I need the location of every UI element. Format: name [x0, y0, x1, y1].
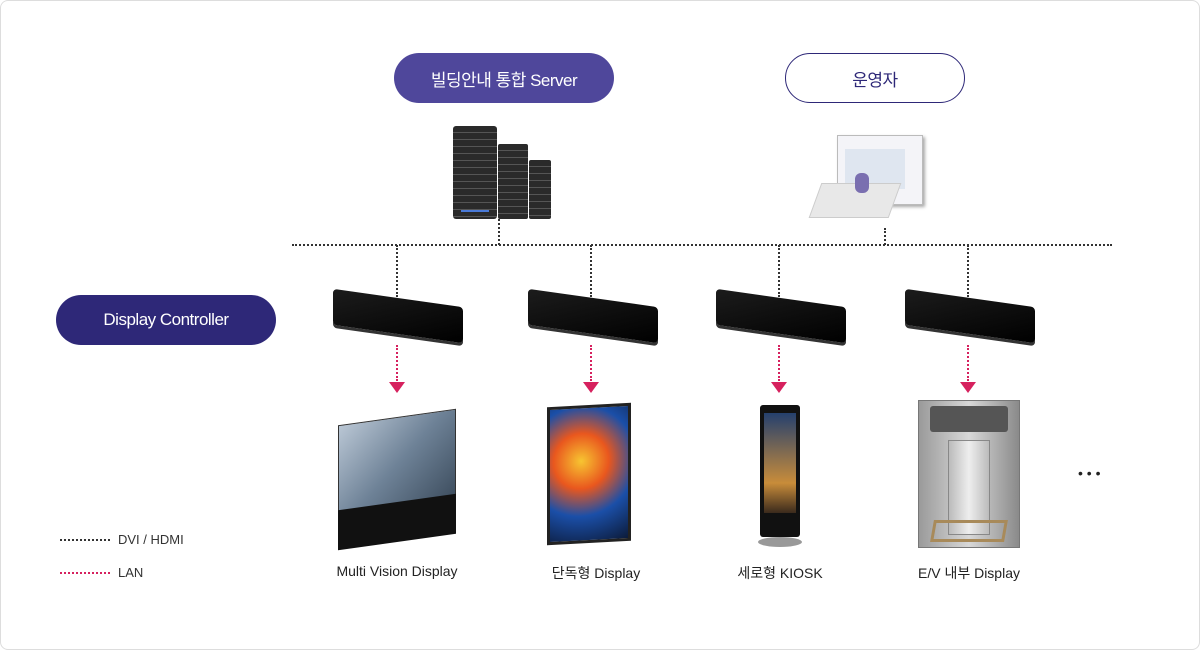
controller-connector-line: [778, 245, 780, 297]
server-rack-icon: [453, 126, 553, 221]
dotted-line-swatch: [60, 538, 110, 541]
operator-pill: 운영자: [785, 53, 965, 103]
arrow-down-icon: [583, 382, 599, 393]
lan-line: [396, 345, 398, 381]
controller-connector-line: [967, 245, 969, 297]
legend-lan: LAN: [60, 565, 143, 580]
controller-device-icon: [905, 288, 1035, 350]
lan-line: [967, 345, 969, 381]
display-controller-pill: Display Controller: [56, 295, 276, 345]
display-label: Multi Vision Display: [336, 563, 458, 579]
multi-vision-display-image: [333, 402, 461, 551]
display-label: 단독형 Display: [551, 565, 641, 581]
lan-line: [778, 345, 780, 381]
controller-connector-line: [590, 245, 592, 297]
controller-device-icon: [333, 288, 463, 350]
elevator-display-image: [918, 400, 1020, 550]
dvi-hdmi-bus-line: [292, 244, 1112, 246]
controller-connector-line: [396, 245, 398, 297]
legend-label: LAN: [118, 565, 144, 580]
operator-connector-line: [884, 228, 886, 245]
controller-device-icon: [528, 288, 658, 350]
display-label: 세로형 KIOSK: [737, 565, 823, 581]
arrow-down-icon: [771, 382, 787, 393]
lan-line: [590, 345, 592, 381]
server-pill: 빌딩안내 통합 Server: [394, 53, 614, 103]
more-ellipsis: • • •: [1078, 465, 1101, 481]
arrow-down-icon: [389, 382, 405, 393]
arrow-down-icon: [960, 382, 976, 393]
operator-workstation-icon: [808, 133, 925, 228]
vertical-kiosk-image: [758, 405, 802, 547]
display-label: E/V 내부 Display: [917, 565, 1020, 581]
dotted-line-swatch: [60, 571, 110, 574]
legend-label: DVI / HDMI: [118, 532, 184, 547]
server-connector-line: [498, 219, 500, 245]
controller-device-icon: [716, 288, 846, 350]
legend-dvi-hdmi: DVI / HDMI: [60, 532, 184, 547]
standalone-display-image: [547, 402, 631, 546]
